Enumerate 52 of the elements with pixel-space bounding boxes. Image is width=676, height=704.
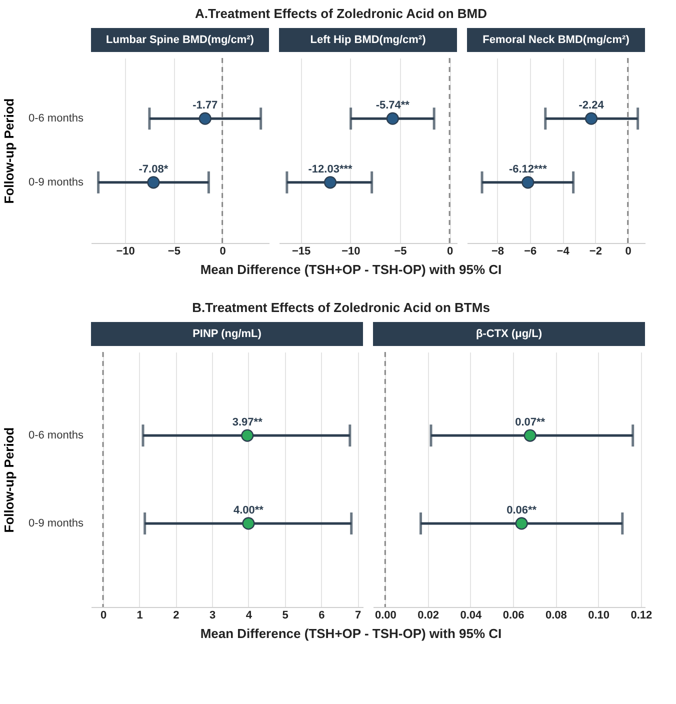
data-label: -6.12*** (508, 163, 548, 176)
x-tick-label: 0 (220, 246, 226, 258)
x-tick-label: 0.08 (545, 610, 567, 622)
data-label: 0.06** (506, 504, 538, 516)
x-tick-label: −10 (116, 246, 135, 258)
x-tick-label: −5 (168, 246, 180, 258)
x-tick-label: 0.10 (588, 610, 610, 622)
x-tick-label: 0 (625, 246, 632, 258)
x-axis-title: Mean Difference (TSH+OP - TSH-OP) with 95% CI (200, 262, 502, 277)
x-axis-title: Mean Difference (TSH+OP - TSH-OP) with 95% CI (200, 626, 502, 641)
y-tick-label: 0-9 months (28, 517, 84, 530)
chart-title: Femoral Neck BMD(mg/cm²) (482, 34, 630, 46)
y-axis-title: Follow-up Period (1, 98, 16, 204)
x-tick-label: 0.00 (374, 610, 396, 622)
x-tick-label: −15 (292, 246, 311, 258)
x-tick-label: −5 (394, 246, 407, 258)
y-axis-title: Follow-up Period (1, 427, 16, 533)
x-tick-label: 5 (282, 610, 288, 622)
data-label: -12.03*** (308, 163, 353, 176)
x-tick-label: −2 (589, 246, 602, 258)
x-tick-label: 0 (100, 610, 107, 622)
x-tick-label: 7 (354, 610, 362, 622)
chart-title: Left Hip BMD(mg/cm²) (310, 34, 426, 46)
text: B.Treatment Effects of Zoledronic Acid on BTMs (192, 300, 490, 315)
x-tick-label: 6 (318, 610, 325, 622)
chart-title: β-CTX (μg/L) (476, 328, 542, 340)
x-tick-label: 1 (136, 610, 143, 622)
x-tick-label: 0 (447, 246, 454, 258)
x-tick-label: −10 (342, 246, 360, 258)
x-tick-label: −6 (524, 246, 537, 258)
y-tick-label: 0-9 months (28, 176, 84, 188)
x-tick-label: 0.02 (418, 610, 439, 622)
x-tick-label: 2 (173, 610, 180, 622)
x-tick-label: 0.06 (502, 610, 524, 622)
x-tick-label: −4 (556, 246, 570, 258)
x-tick-label: 0.04 (460, 610, 482, 622)
data-label: 0.07** (515, 416, 546, 429)
y-tick-label: 0-6 months (28, 112, 84, 125)
x-tick-label: −8 (491, 246, 504, 258)
x-tick-label: 3 (210, 610, 216, 622)
data-label: -1.77 (192, 100, 218, 112)
data-label: 3.97** (232, 416, 264, 429)
data-label: -7.08* (138, 163, 169, 176)
data-label: -2.24 (578, 100, 605, 112)
x-tick-label: 0.12 (630, 610, 652, 622)
chart-title: Lumbar Spine BMD(mg/cm²) (106, 34, 254, 46)
chart-title: PINP (ng/mL) (192, 328, 262, 340)
x-tick-label: 4 (246, 610, 253, 622)
data-label: 4.00** (233, 504, 264, 516)
data-label: -5.74** (376, 100, 410, 112)
y-tick-label: 0-6 months (28, 430, 84, 442)
text: A.Treatment Effects of Zoledronic Acid on BMD (194, 6, 488, 21)
